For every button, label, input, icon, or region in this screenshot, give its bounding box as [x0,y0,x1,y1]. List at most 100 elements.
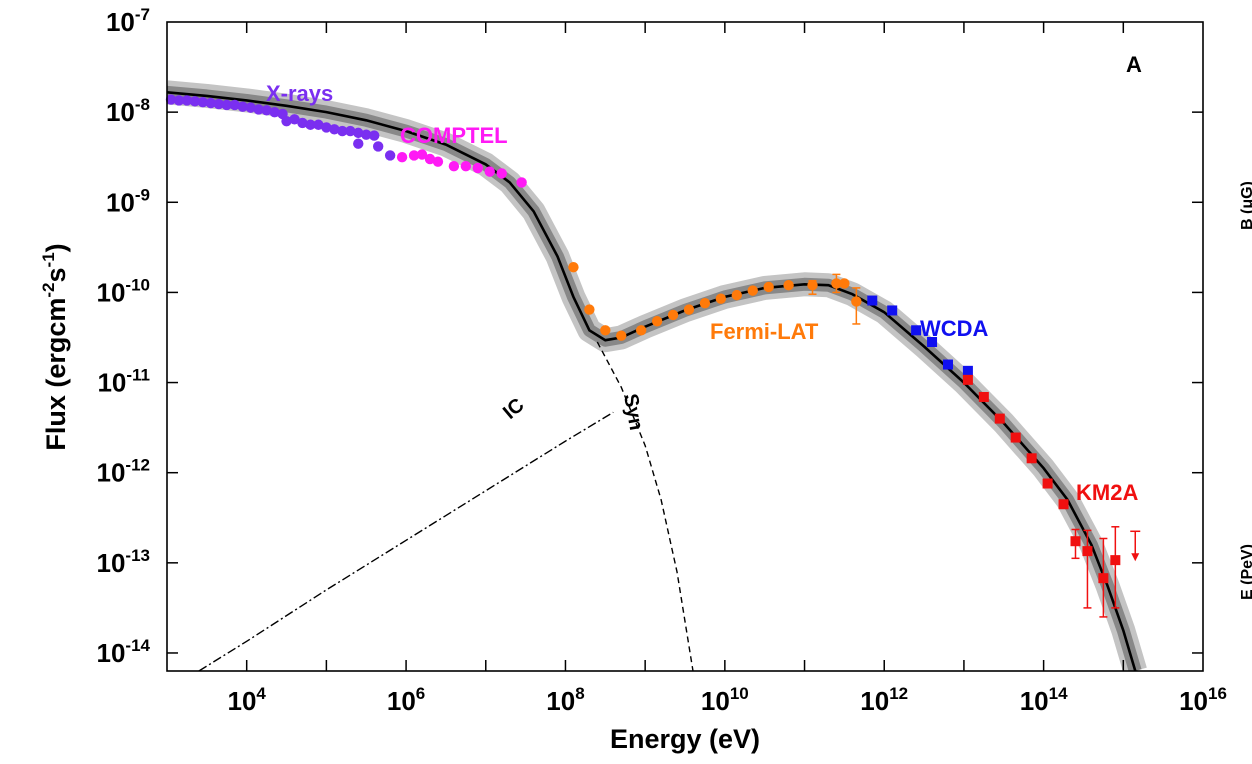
comptel-point [396,152,408,163]
comptel-point [424,153,436,165]
y-tick-label: 10-13 [97,546,151,578]
km2a-point [1010,432,1021,443]
y-tick-label: 10-8 [106,95,150,127]
total-model-line [167,91,1137,671]
comptel-point [432,156,444,167]
ic-curve-label: IC [499,394,528,424]
x-rays-point [329,124,340,135]
fermi-lat-point [568,261,579,273]
km2a-point [1082,546,1093,557]
x-tick-label: 106 [387,684,425,716]
side-label-e: E (PeV) [1239,544,1252,600]
fermi-lat-point [683,304,695,315]
fermi-lat-point [831,278,842,289]
km2a-point [978,391,989,402]
fermi-lat-point [651,316,663,327]
x-rays-point [361,129,372,140]
x-rays-point [269,106,280,118]
syn-curve-label: Syn [619,392,647,432]
fermi-lat-point [600,325,611,336]
x-rays-point [337,125,348,137]
wcda-point [962,365,973,376]
fermi-lat-point [584,304,595,315]
wcda-point [887,305,898,316]
comptel-point [472,162,483,174]
x-rays-point [205,97,217,109]
x-rays-point [229,99,240,111]
x-rays-point [173,95,185,106]
x-axis-label: Energy (eV) [610,724,760,754]
x-rays-point [369,130,380,141]
km2a-point [1026,453,1037,464]
fermi-lat-label: Fermi-LAT [710,319,819,344]
data-points [165,94,1141,618]
fermi-lat-point [783,280,794,291]
x-rays-point [353,127,364,139]
y-tick-label: 10-10 [97,275,151,307]
x-rays-point [289,114,300,125]
wcda-point [927,336,938,347]
plot-frame [166,21,1204,672]
fermi-lat-point [747,285,758,296]
y-tick-label: 10-11 [97,366,150,398]
fermi-lat-point [839,278,850,289]
y-tick-label: 10-7 [106,5,150,37]
y-axis-label: Flux (ergcm-2s-1) [39,243,71,450]
panel-label: A [1126,52,1142,77]
model-curves [167,91,1137,671]
fermi-lat-point [635,325,647,336]
model-uncertainty-band [167,80,1147,671]
fermi-lat-point [731,289,742,301]
comptel-point [416,149,428,160]
km2a-point [1058,499,1069,510]
x-rays-point [281,115,292,127]
x-rays-point [221,99,232,111]
km2a-point [1042,478,1053,489]
wcda-label: WCDA [920,316,989,341]
x-rays-point [261,105,272,116]
x-tick-label: 104 [227,684,266,716]
fermi-lat-point [667,309,679,321]
x-rays-point [313,119,324,130]
ic-model-line [198,411,614,671]
x-rays-point [165,94,177,105]
fermi-lat-point [699,298,711,309]
x-rays-point [245,102,256,113]
x-rays-point [197,97,209,108]
x-tick-label: 108 [546,684,584,716]
km2a-upper-limit-arrow [1131,553,1140,562]
wcda-point [942,359,953,370]
x-rays-point [353,138,364,149]
fermi-lat-point [763,281,774,293]
fermi-lat-point [715,293,727,304]
y-tick-label: 10-14 [97,636,151,668]
wcda-point [867,295,878,306]
km2a-label: KM2A [1076,480,1138,505]
km2a-point [962,374,973,385]
xrays-label: X-rays [266,81,333,106]
fermi-lat-point [807,280,818,291]
x-rays-point [253,104,264,115]
wcda-point [911,325,922,336]
x-tick-label: 1014 [1020,684,1068,716]
x-rays-point [384,150,396,161]
comptel-point [516,177,527,188]
side-label-b: B (μG) [1239,181,1252,230]
x-rays-point [181,95,193,106]
band-outer [167,80,1147,671]
km2a-point [1110,555,1121,566]
comptel-label: COMPTEL [400,123,508,148]
y-tick-label: 10-12 [97,456,151,488]
band-inner [167,85,1142,671]
axes: 104 106 108 1010 1012 1014 1016 10-7 10-8 10-9 10-… [97,5,1227,716]
km2a-point [994,413,1005,424]
comptel-point [484,166,495,177]
x-tick-label: 1010 [701,684,749,716]
km2a-point [1070,536,1081,547]
x-rays-point [297,117,308,129]
x-rays-point [321,122,332,133]
km2a-point [1098,573,1109,584]
fermi-lat-point [616,330,627,341]
x-rays-point [345,125,356,137]
